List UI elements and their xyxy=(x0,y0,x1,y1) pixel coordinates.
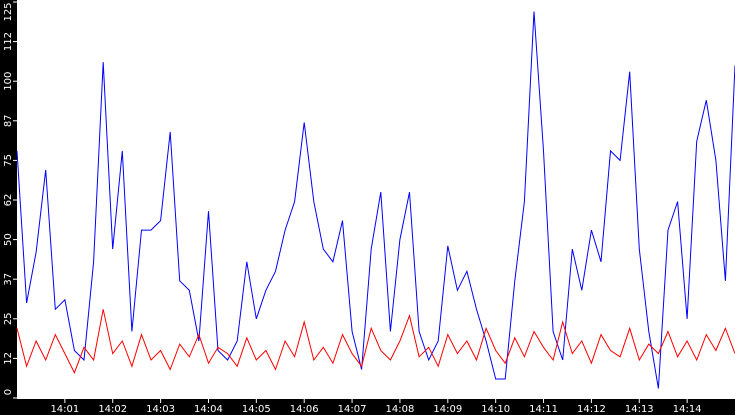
x-tick-label: 14:14 xyxy=(673,404,702,415)
y-tick-label: 125 xyxy=(3,2,14,21)
x-tick-label: 14:12 xyxy=(577,404,606,415)
x-tick-label: 14:01 xyxy=(50,404,79,415)
x-tick-label: 14:09 xyxy=(433,404,462,415)
x-tick-label: 14:02 xyxy=(98,404,127,415)
y-tick-label: 100 xyxy=(3,72,14,91)
y-tick-label: 50 xyxy=(3,233,14,246)
y-tick-label: 12 xyxy=(3,352,14,365)
y-tick-label: 112 xyxy=(3,32,14,51)
x-tick-label: 14:11 xyxy=(529,404,558,415)
y-tick-label: 0 xyxy=(3,389,14,395)
y-tick-label: 87 xyxy=(3,114,14,127)
series-line xyxy=(16,309,735,374)
x-tick-label: 14:06 xyxy=(290,404,319,415)
plot-area xyxy=(17,0,735,399)
x-tick-label: 14:13 xyxy=(625,404,654,415)
series-line xyxy=(16,11,735,389)
y-tick-label: 75 xyxy=(3,154,14,167)
x-tick-label: 14:03 xyxy=(146,404,175,415)
x-tick-label: 14:10 xyxy=(481,404,510,415)
x-tick-label: 14:07 xyxy=(338,404,367,415)
x-tick-label: 14:05 xyxy=(242,404,271,415)
y-tick-label: 62 xyxy=(3,194,14,207)
y-tick-label: 25 xyxy=(3,312,14,325)
x-tick-label: 14:08 xyxy=(386,404,415,415)
y-tick-label: 37 xyxy=(3,273,14,286)
x-tick-label: 14:04 xyxy=(194,404,223,415)
